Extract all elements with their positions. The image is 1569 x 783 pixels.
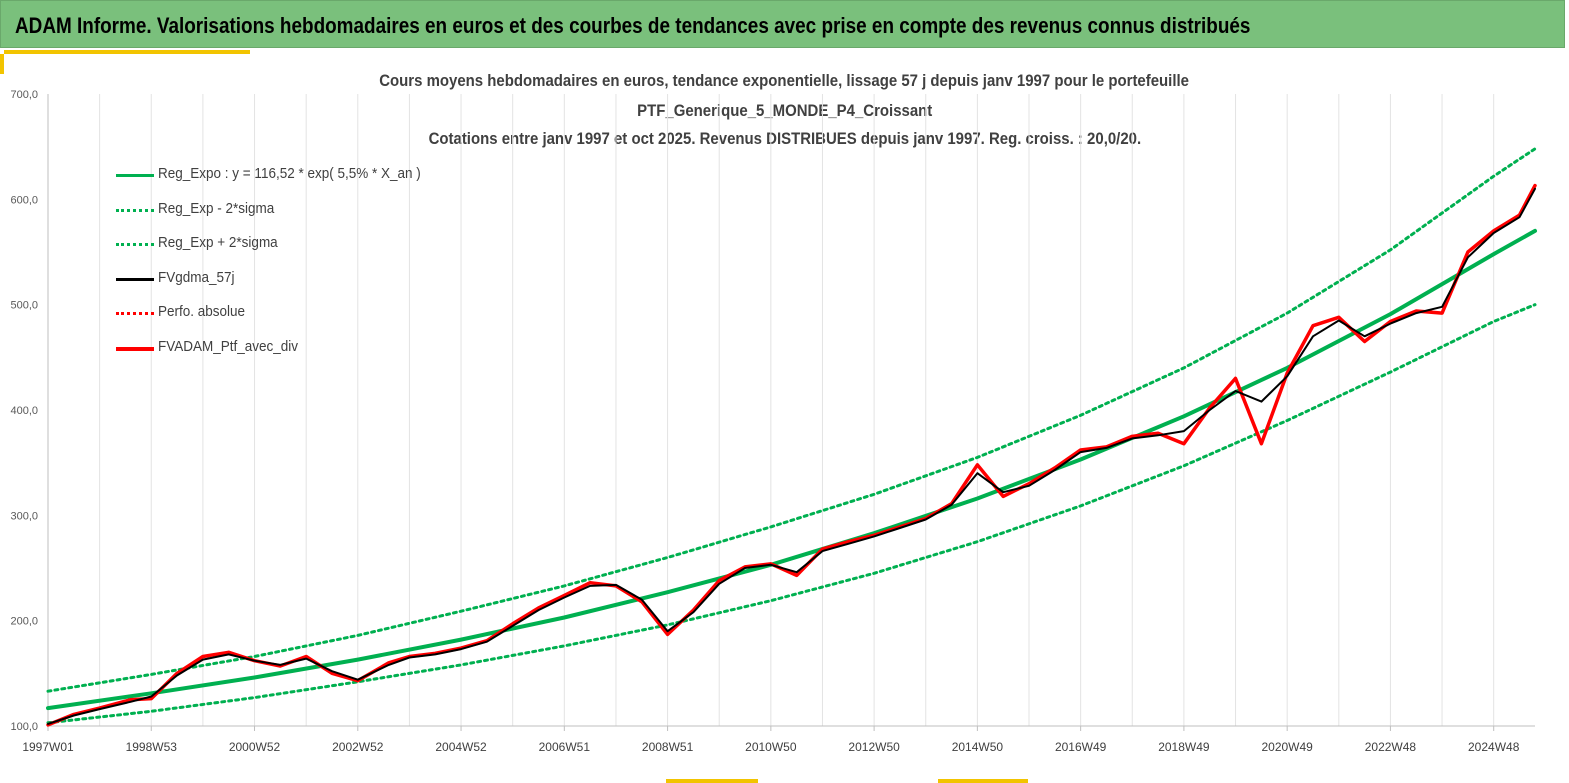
x-tick-label: 1997W01: [22, 740, 74, 754]
accent-bar-bottom-left: [666, 779, 758, 783]
accent-bar-top: [4, 50, 250, 54]
x-tick-label: 2018W49: [1158, 740, 1210, 754]
legend-swatch-perfo-absolue: [116, 312, 154, 315]
header-title: ADAM Informe. Valorisations hebdomadaire…: [15, 13, 1251, 38]
y-tick-label: 500,0: [10, 300, 38, 312]
x-tick-label: 2014W50: [952, 740, 1004, 754]
x-tick-label: 2004W52: [435, 740, 487, 754]
x-tick-label: 2012W50: [848, 740, 900, 754]
x-tick-label: 2000W52: [229, 740, 281, 754]
legend-label-fvadam: FVADAM_Ptf_avec_div: [158, 337, 299, 355]
x-tick-label: 2010W50: [745, 740, 797, 754]
chart-grid: [47, 94, 1495, 726]
x-tick-label: 2022W48: [1365, 740, 1417, 754]
chart-axes: 100,0 200,0 300,0 400,0 500,0 600,0 700,0 1997W…: [10, 89, 1535, 754]
chart-title-line-3: Cotations entre janv 1997 et oct 2025. R…: [428, 129, 1141, 148]
series-line-4: [47, 184, 1536, 726]
y-tick-label: 100,0: [10, 721, 38, 733]
x-tick-label: 2006W51: [539, 740, 591, 754]
series-line-5: [46, 183, 1537, 727]
accent-bar-bottom-right: [938, 779, 1028, 783]
x-tick-label: 2016W49: [1055, 740, 1107, 754]
legend-swatch-reg-exp-plus: [116, 243, 154, 246]
chart-series: [46, 147, 1537, 727]
header-bar: ADAM Informe. Valorisations hebdomadaire…: [0, 0, 1565, 48]
chart-title-line-2: PTF_Generique_5_MONDE_P4_Croissant: [636, 101, 933, 120]
legend-label-fvgdma: FVgdma_57j: [158, 268, 235, 286]
legend-swatch-fvadam: [116, 346, 154, 351]
legend-label-reg-exp-minus: Reg_Exp - 2*sigma: [158, 199, 275, 217]
series-line-1: [46, 303, 1537, 725]
x-tick-label: 2024W48: [1468, 740, 1520, 754]
series-line-2: [46, 147, 1537, 693]
series-line-0: [46, 228, 1537, 711]
legend-swatch-fvgdma: [116, 277, 154, 281]
y-tick-label: 200,0: [10, 616, 38, 628]
x-tick-label: 1998W53: [126, 740, 178, 754]
series-line-3: [47, 187, 1536, 725]
legend-label-reg-expo: Reg_Expo : y = 116,52 * exp( 5,5% * X_an…: [158, 165, 421, 182]
x-tick-label: 2008W51: [642, 740, 694, 754]
legend-label-perfo-absolue: Perfo. absolue: [158, 303, 246, 320]
legend-label-reg-exp-plus: Reg_Exp + 2*sigma: [158, 234, 278, 251]
legend-swatch-reg-exp-minus: [116, 208, 154, 212]
y-tick-label: 300,0: [10, 510, 38, 522]
y-tick-label: 700,0: [10, 89, 38, 101]
y-tick-label: 400,0: [10, 405, 38, 417]
x-tick-label: 2020W49: [1261, 740, 1313, 754]
y-tick-label: 600,0: [10, 194, 38, 206]
x-tick-label: 2002W52: [332, 740, 384, 754]
legend-swatch-reg-expo: [116, 174, 154, 177]
accent-bar-side: [0, 54, 4, 74]
chart-title-line-1: Cours moyens hebdomadaires en euros, ten…: [379, 71, 1190, 90]
